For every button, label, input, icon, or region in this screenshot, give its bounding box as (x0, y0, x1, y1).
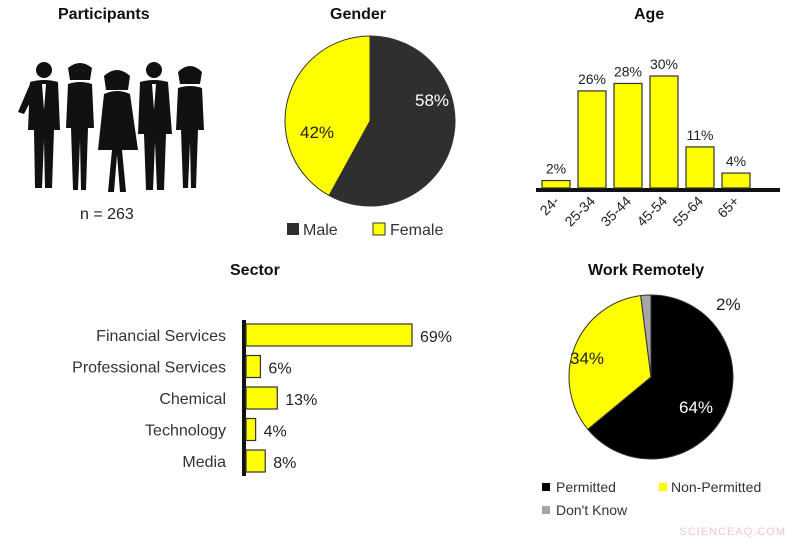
remote-legend-swatch (542, 483, 550, 491)
age-data-label: 26% (578, 71, 606, 87)
participants-count: n = 263 (80, 206, 134, 223)
age-data-label: 30% (650, 56, 678, 72)
sector-data-label: 13% (285, 392, 317, 409)
man-silhouette-icon (138, 62, 172, 190)
woman-silhouette-icon (98, 70, 138, 192)
age-bar (541, 179, 571, 189)
age-tick-label: 25-34 (561, 193, 598, 230)
age-bar (577, 90, 607, 189)
age-tick-label: 35-44 (597, 193, 634, 230)
remote-slice-label: 64% (679, 398, 713, 417)
age-data-label: 11% (687, 127, 714, 143)
man-silhouette-icon (18, 62, 60, 188)
sector-bar (245, 386, 278, 410)
age-tick-label: 65+ (714, 193, 742, 221)
watermark: SCIENCEAQ.COM (679, 526, 786, 538)
age-bar (649, 75, 679, 189)
age-tick-label: 55-64 (669, 193, 706, 230)
remote-pie-slice-1 (568, 295, 652, 430)
gender-chart-title: Gender (330, 6, 387, 23)
age-bar (613, 82, 643, 189)
age-data-label: 2% (546, 161, 566, 177)
gender-legend-label: Female (390, 222, 443, 239)
gender-legend-swatch (287, 223, 299, 235)
age-data-label: 4% (726, 153, 746, 169)
gender-pie-slice-0 (328, 35, 456, 207)
sector-bar (245, 354, 262, 379)
age-bar (721, 172, 751, 189)
woman-silhouette-icon (66, 63, 94, 190)
sector-chart-title: Sector (230, 262, 280, 279)
sector-bar (245, 323, 413, 347)
sector-data-label: 69% (420, 329, 452, 346)
gender-pie-slice-1 (284, 35, 371, 197)
remote-legend-label: Permitted (556, 479, 616, 495)
sector-tick-label: Media (182, 454, 226, 471)
sector-data-label: 6% (268, 361, 291, 378)
remote-legend-label: Non-Permitted (671, 479, 761, 495)
sector-tick-label: Chemical (159, 391, 226, 408)
remote-chart-title: Work Remotely (588, 262, 705, 279)
remote-slice-label: 34% (570, 349, 604, 368)
sector-bar (245, 449, 266, 473)
sector-tick-label: Professional Services (72, 360, 226, 377)
remote-pie-slice-2 (640, 294, 652, 378)
remote-legend-label: Don't Know (556, 502, 628, 518)
participants-title: Participants (58, 6, 150, 23)
sector-data-label: 8% (273, 455, 296, 472)
age-bar (685, 146, 715, 189)
age-data-label: 28% (614, 63, 642, 79)
remote-pie-slice-0 (587, 294, 734, 460)
sector-bar (245, 417, 257, 442)
gender-legend-swatch (372, 222, 386, 236)
gender-legend-label: Male (303, 222, 338, 239)
sector-tick-label: Technology (145, 423, 226, 440)
gender-slice-label: 42% (300, 123, 334, 142)
age-tick-label: 45-54 (633, 193, 670, 230)
age-tick-label: 24- (536, 193, 562, 219)
sector-tick-label: Financial Services (96, 328, 226, 345)
age-chart-title: Age (634, 6, 665, 23)
gender-slice-label: 58% (415, 91, 449, 110)
remote-legend-swatch (542, 506, 550, 514)
remote-slice-label: 2% (716, 295, 741, 314)
woman-silhouette-icon (176, 66, 204, 188)
remote-legend-swatch (659, 483, 667, 491)
sector-data-label: 4% (264, 424, 287, 441)
